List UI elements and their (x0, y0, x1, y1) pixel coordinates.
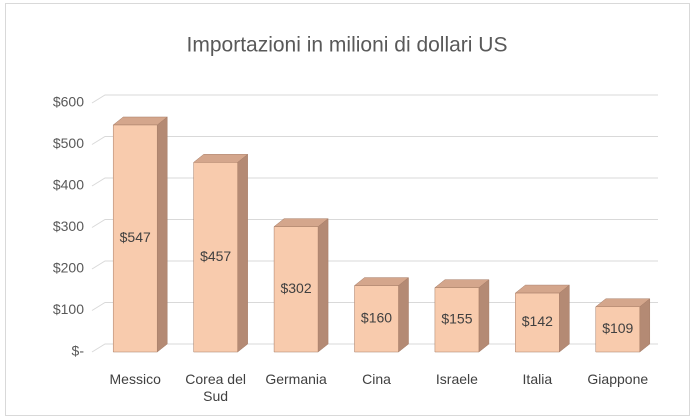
bar-side (237, 153, 248, 353)
bar-front (595, 306, 641, 353)
bar-top (112, 116, 168, 126)
bar-top (353, 277, 410, 286)
y-tick-label: $600 (53, 94, 84, 110)
bar-side (156, 116, 168, 353)
bar (353, 277, 410, 353)
bar (192, 153, 249, 353)
y-tick-label: $300 (53, 218, 84, 234)
bar (434, 279, 490, 353)
x-tick-label: Messico (109, 371, 161, 387)
y-tick-label: $100 (53, 301, 84, 317)
bar-top (192, 154, 249, 163)
x-tick-label: Giappone (587, 371, 649, 387)
bar (595, 298, 651, 353)
x-tick-label: Germania (265, 371, 327, 387)
y-tick-label: $200 (53, 260, 84, 276)
bar-front (434, 287, 480, 353)
bar-front (193, 162, 238, 353)
bar-front (515, 292, 560, 353)
value-label: $160 (361, 310, 392, 326)
x-tick-label: Cina (362, 371, 391, 387)
y-tick-label: $400 (53, 177, 84, 193)
grid-line (91, 94, 658, 104)
bar-front (354, 285, 399, 353)
bar-side (398, 277, 409, 353)
bar-top (595, 298, 651, 308)
value-label: $302 (280, 280, 311, 296)
bar-side (639, 298, 651, 353)
bar-top (434, 279, 490, 288)
x-tick-label: Corea del Sud (185, 371, 246, 404)
grid-line (91, 136, 658, 145)
bar (514, 284, 571, 353)
value-label: $109 (602, 320, 633, 336)
bar-side (478, 279, 490, 353)
bar-top (514, 284, 571, 294)
chart-border (5, 3, 690, 416)
grid-line (91, 260, 658, 270)
bar-front (112, 124, 158, 353)
grid-line (91, 177, 658, 187)
value-label: $547 (120, 229, 151, 245)
value-label: $457 (200, 248, 231, 264)
bar (273, 218, 329, 353)
bar-top (273, 218, 329, 227)
x-tick-label: Israele (435, 371, 478, 387)
y-tick-label: $- (72, 343, 85, 359)
value-label: $142 (522, 313, 553, 329)
chart-title: Importazioni in milioni di dollari US (187, 34, 508, 57)
value-label: $155 (441, 311, 472, 327)
bar-front (273, 226, 319, 353)
bar (112, 116, 168, 353)
x-tick-label: Italia (522, 371, 553, 387)
bar-side (559, 284, 570, 353)
y-tick-label: $500 (53, 135, 84, 151)
grid-line (91, 219, 658, 228)
bar-side (317, 218, 329, 353)
